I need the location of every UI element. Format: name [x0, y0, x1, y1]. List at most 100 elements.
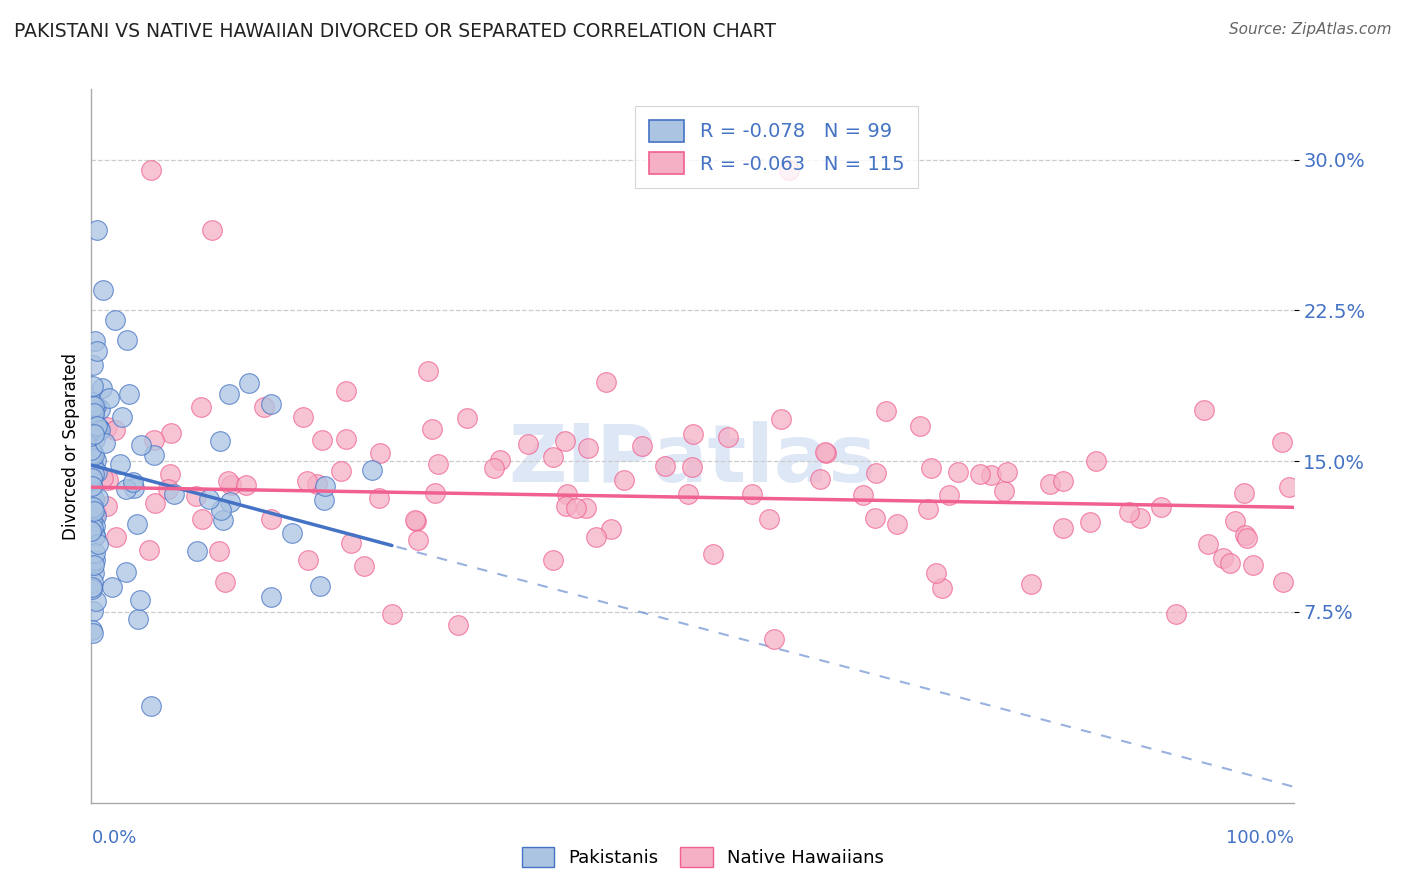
- Point: [104, 530, 127, 544]
- Point: [83, 566, 105, 581]
- Point: [86, 423, 108, 437]
- Point: [541, 450, 564, 464]
- Point: [741, 487, 763, 501]
- Point: [763, 632, 786, 646]
- Point: [82, 580, 104, 594]
- Point: [82, 419, 104, 434]
- Point: [83, 492, 105, 507]
- Point: [97, 391, 120, 405]
- Point: [335, 432, 357, 446]
- Point: [82, 358, 104, 372]
- Point: [83, 558, 105, 572]
- Text: PAKISTANI VS NATIVE HAWAIIAN DIVORCED OR SEPARATED CORRELATION CHART: PAKISTANI VS NATIVE HAWAIIAN DIVORCED OR…: [14, 22, 776, 41]
- Point: [191, 512, 214, 526]
- Point: [920, 460, 942, 475]
- Point: [159, 467, 181, 481]
- Point: [516, 437, 538, 451]
- Point: [1078, 515, 1101, 529]
- Point: [86, 509, 108, 524]
- Point: [83, 409, 105, 423]
- Point: [218, 386, 240, 401]
- Point: [993, 484, 1015, 499]
- Point: [863, 511, 886, 525]
- Point: [82, 521, 104, 535]
- Point: [101, 580, 124, 594]
- Point: [83, 399, 105, 413]
- Point: [104, 313, 127, 327]
- Point: [1234, 528, 1257, 542]
- Point: [1084, 454, 1107, 468]
- Point: [702, 547, 724, 561]
- Point: [82, 422, 104, 436]
- Point: [291, 409, 314, 424]
- Point: [219, 477, 242, 491]
- Point: [808, 472, 831, 486]
- Point: [82, 575, 104, 590]
- Point: [1164, 607, 1187, 621]
- Point: [554, 500, 576, 514]
- Point: [297, 553, 319, 567]
- Point: [339, 536, 361, 550]
- Point: [190, 400, 212, 414]
- Point: [82, 625, 104, 640]
- Point: [600, 522, 623, 536]
- Point: [370, 446, 392, 460]
- Point: [87, 537, 110, 551]
- Point: [83, 426, 105, 441]
- Point: [84, 433, 107, 447]
- Point: [86, 465, 108, 479]
- Point: [554, 434, 576, 449]
- Point: [405, 514, 427, 528]
- Point: [1194, 403, 1216, 417]
- Point: [1039, 476, 1062, 491]
- Point: [82, 445, 104, 459]
- Point: [82, 471, 104, 485]
- Point: [758, 512, 780, 526]
- Point: [218, 495, 240, 509]
- Point: [217, 475, 239, 489]
- Point: [86, 344, 108, 359]
- Point: [1223, 515, 1246, 529]
- Point: [212, 513, 235, 527]
- Point: [425, 486, 447, 500]
- Point: [1219, 556, 1241, 570]
- Point: [86, 418, 108, 433]
- Text: 100.0%: 100.0%: [1226, 829, 1294, 847]
- Text: 0.0%: 0.0%: [91, 829, 136, 847]
- Point: [82, 408, 104, 422]
- Point: [198, 491, 221, 506]
- Point: [84, 528, 107, 542]
- Point: [814, 446, 837, 460]
- Point: [82, 485, 104, 500]
- Point: [157, 482, 180, 496]
- Point: [201, 223, 224, 237]
- Point: [717, 429, 740, 443]
- Point: [426, 457, 449, 471]
- Point: [127, 516, 149, 531]
- Point: [931, 581, 953, 595]
- Point: [80, 624, 103, 638]
- Point: [86, 506, 108, 520]
- Point: [309, 579, 332, 593]
- Point: [83, 448, 105, 462]
- Point: [80, 477, 103, 491]
- Point: [946, 466, 969, 480]
- Point: [82, 514, 104, 528]
- Point: [1150, 500, 1173, 514]
- Point: [83, 399, 105, 413]
- Point: [585, 530, 607, 544]
- Point: [184, 489, 207, 503]
- Point: [406, 533, 429, 548]
- Point: [447, 617, 470, 632]
- Point: [253, 400, 276, 414]
- Point: [908, 419, 931, 434]
- Point: [207, 544, 229, 558]
- Point: [117, 334, 139, 348]
- Point: [108, 458, 131, 472]
- Legend: R = -0.078   N = 99, R = -0.063   N = 115: R = -0.078 N = 99, R = -0.063 N = 115: [636, 106, 918, 188]
- Point: [1271, 434, 1294, 449]
- Point: [86, 223, 108, 237]
- Point: [682, 426, 704, 441]
- Point: [938, 488, 960, 502]
- Point: [1118, 505, 1140, 519]
